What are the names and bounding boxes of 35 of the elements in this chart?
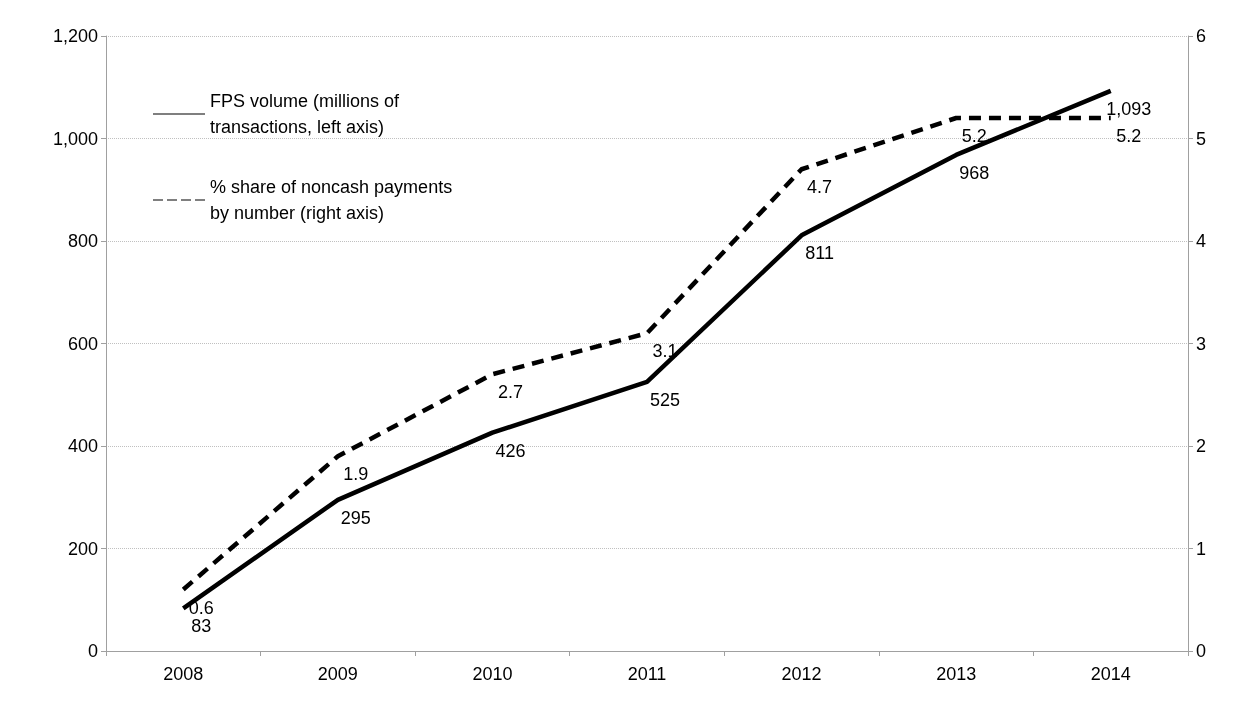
x-tick-label: 2011 [627,664,667,684]
y2-tick-label: 2 [1196,436,1207,456]
y2-tick-label: 1 [1196,538,1207,559]
data-label: 83 [191,616,212,637]
y-tick-label: 800 [67,231,98,251]
y-tick-label: 200 [67,538,98,559]
y2-tick-label: 5 [1196,128,1207,149]
x-tick-label: 2008 [163,664,204,684]
y2-tick-label: 4 [1196,231,1207,251]
legend-label: % share of noncash payments by number (right axis) [210,177,458,223]
data-label: 2.7 [497,382,523,403]
data-label: 5.2 [961,126,987,146]
data-label: 426 [495,440,526,461]
x-tick-label: 2012 [781,664,822,684]
y2-tick-label: 0 [1196,641,1207,661]
x-tick-label: 2013 [936,664,977,684]
y-tick-label: 1,200 [52,26,98,46]
data-label: 1,093 [1106,98,1152,119]
x-tick-label: 2014 [1090,664,1131,684]
data-label: 1.9 [343,464,369,485]
y2-tick-label: 6 [1196,26,1207,46]
y-tick-label: 0 [87,641,98,661]
x-tick-label: 2009 [317,664,358,684]
data-label: 525 [649,389,681,410]
data-label: 295 [340,507,371,528]
legend-label: FPS volume (millions of transactions, left axis) [210,91,405,137]
y-tick-label: 1,000 [52,128,98,149]
y-tick-label: 400 [67,436,98,456]
data-label: 5.2 [1116,126,1142,146]
y-tick-label: 600 [67,333,98,354]
y2-tick-label: 3 [1196,333,1207,354]
x-tick-label: 2010 [472,664,513,684]
data-label: 4.7 [807,177,833,198]
data-label: 968 [959,162,990,183]
data-label: 811 [805,243,834,264]
